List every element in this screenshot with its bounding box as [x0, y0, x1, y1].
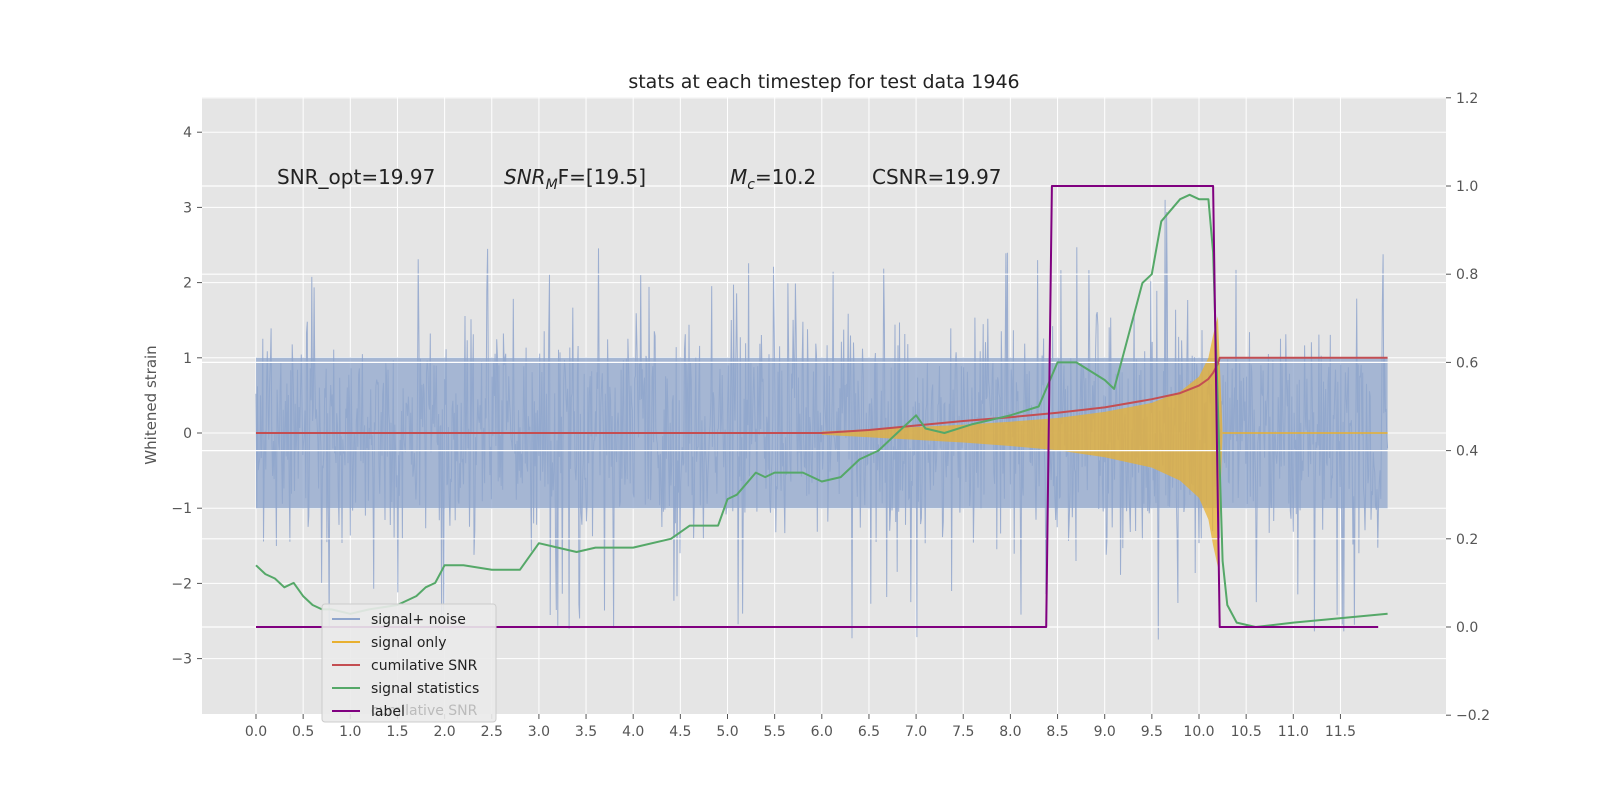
x-tick-label: 7.5 [952, 724, 974, 740]
legend-label: signal only [371, 635, 446, 651]
x-tick-label: 2.5 [481, 724, 503, 740]
x-tick-label: 5.0 [716, 724, 738, 740]
x-tick-label: 11.0 [1278, 724, 1309, 740]
legend-items: signal+ noise signal only cumilative SNR si… [332, 612, 479, 720]
x-tick-label: 0.0 [245, 724, 267, 740]
label-series [256, 185, 1379, 628]
label-line [256, 185, 1379, 628]
annotation-mc-base: M [730, 165, 747, 189]
y-tick-label: −1 [171, 501, 192, 517]
x-tick-label: 4.0 [622, 724, 644, 740]
x-tick-label: 1.0 [339, 724, 361, 740]
x-tick-label: 3.5 [575, 724, 597, 740]
y2-tick-label: 0.6 [1456, 355, 1478, 371]
axis-ticks: 0.0 0.5 1.0 1.5 2.0 2.5 3.0 3.5 4.0 4.5 5.0 5.5 6.0 6… [171, 91, 1490, 740]
annotation-mc: Mc=10.2 [730, 165, 816, 193]
legend-hidden-text: cumilative SNR [371, 703, 478, 719]
signal-only-fill [821, 316, 1223, 567]
annotation-snr-mf: SNRMF=[19.5] [504, 165, 646, 193]
x-tick-label: 11.5 [1325, 724, 1356, 740]
annotation-mc-rest: =10.2 [755, 165, 816, 189]
x-tick-label: 6.0 [811, 724, 833, 740]
chart-title: stats at each timestep for test data 194… [628, 71, 1019, 93]
annotation-mc-sub: c [747, 177, 755, 193]
x-tick-label: 7.0 [905, 724, 927, 740]
y-tick-label: 3 [183, 200, 192, 216]
y2-tick-label: −0.2 [1456, 708, 1490, 724]
y-tick-label: 4 [183, 125, 192, 141]
x-tick-label: 8.0 [999, 724, 1021, 740]
x-tick-label: 8.5 [1046, 724, 1068, 740]
legend-label: signal statistics [371, 681, 479, 697]
x-tick-label: 6.5 [858, 724, 880, 740]
y-tick-label: −3 [171, 652, 192, 668]
x-tick-label: 0.5 [292, 724, 314, 740]
legend-label: cumilative SNR [371, 658, 478, 674]
x-tick-label: 4.5 [669, 724, 691, 740]
y2-tick-label: 0.0 [1456, 620, 1478, 636]
x-tick-label: 1.5 [386, 724, 408, 740]
annotation-snr-mf-rest: F=[19.5] [558, 165, 646, 189]
y-tick-label: 2 [183, 276, 192, 292]
y-tick-label: 1 [183, 351, 192, 367]
legend-label: label [371, 704, 405, 720]
x-tick-label: 2.0 [433, 724, 455, 740]
signal-only-series [821, 316, 1388, 567]
x-tick-label: 5.5 [764, 724, 786, 740]
annotation-snr-mf-sub: M [546, 177, 558, 193]
legend: cumilative SNR signal+ noise signal only c… [321, 603, 497, 723]
annotation-snr-opt: SNR_opt=19.97 [277, 165, 435, 189]
y-axis-label: Whitened strain [142, 345, 160, 464]
y-tick-label: −2 [171, 576, 192, 592]
y-tick-label: 0 [183, 426, 192, 442]
x-tick-label: 3.0 [528, 724, 550, 740]
y2-tick-label: 1.2 [1456, 91, 1478, 107]
x-tick-label: 10.5 [1231, 724, 1262, 740]
y2-tick-label: 1.0 [1456, 179, 1478, 195]
y2-tick-label: 0.4 [1456, 444, 1478, 460]
y2-tick-label: 0.2 [1456, 532, 1478, 548]
x-tick-label: 9.0 [1094, 724, 1116, 740]
annotation-snr-mf-base: SNR [504, 165, 546, 189]
y2-tick-label: 0.8 [1456, 267, 1478, 283]
annotation-csnr: CSNR=19.97 [872, 165, 1002, 189]
x-tick-label: 10.0 [1183, 724, 1214, 740]
x-tick-label: 9.5 [1141, 724, 1163, 740]
legend-label: signal+ noise [371, 612, 466, 628]
legend-box [321, 603, 497, 723]
